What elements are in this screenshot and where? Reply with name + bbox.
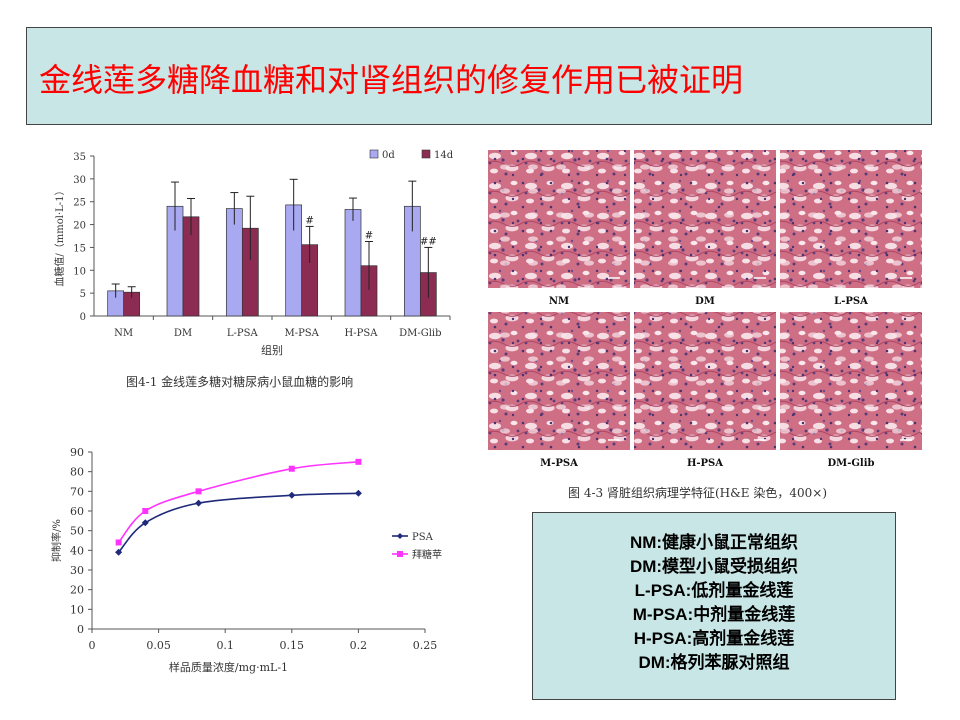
line-point-psa — [288, 491, 296, 499]
histology-panel-dm — [634, 150, 776, 288]
histology-label-nm: NM — [549, 296, 569, 307]
bar-y-tick-label: 5 — [80, 289, 86, 300]
histology-label-dm-glib: DM-Glib — [827, 458, 874, 469]
line-y-tick-label: 50 — [70, 525, 84, 538]
line-y-tick-label: 10 — [70, 603, 84, 616]
bar-x-tick-label: DM-Glib — [399, 328, 441, 339]
histology-label-m-psa: M-PSA — [540, 458, 578, 469]
histology-panel-dm-glib — [780, 312, 922, 450]
abbreviation-legend-box: NM:健康小鼠正常组织 DM:模型小鼠受损组织 L-PSA:低剂量金线莲 M-P… — [532, 512, 896, 700]
bar-chart: 0 5 10 15 20 25 30 35 NM DM L-PSA M-PSA H-PSA DM-Glib… — [53, 149, 454, 389]
line-y-tick-label: 20 — [70, 584, 84, 597]
line-point-psa — [115, 548, 123, 556]
line-x-tick-label: 0.2 — [350, 639, 368, 652]
legend-line-l-psa: L-PSA:低剂量金线莲 — [634, 581, 794, 600]
bar-y-tick-label: 10 — [73, 266, 86, 277]
line-point-ref — [115, 539, 122, 546]
bar-y-tick-label: 35 — [73, 152, 86, 163]
legend-line-dm-glib: DM:格列苯脲对照组 — [638, 653, 790, 672]
line-x-axis-label: 样品质量浓度/mg·mL-1 — [169, 660, 288, 674]
significance-mark: ## — [420, 236, 437, 247]
line-legend-marker-psa — [397, 533, 403, 539]
bar-x-tick-label: L-PSA — [227, 328, 259, 339]
histology-texture — [634, 312, 776, 450]
line-legend-marker-ref — [397, 551, 403, 557]
bar-legend-swatch-0d — [369, 149, 379, 159]
line-legend-label-1: 拜糖苹 — [412, 548, 442, 561]
bar-x-tick-label: NM — [114, 328, 133, 339]
histology-panel-m-psa — [488, 312, 630, 450]
line-y-tick-label: 90 — [70, 446, 84, 459]
bar-y-tick-label: 30 — [73, 175, 86, 186]
bar-y-tick-label: 0 — [80, 312, 86, 323]
histology-caption: 图 4-3 肾脏组织病理学特征(H&E 染色，400×) — [568, 485, 827, 500]
legend-line-h-psa: H-PSA:高剂量金线莲 — [633, 629, 795, 648]
histology-labels: NM DM L-PSA M-PSA H-PSA DM-Glib — [540, 296, 874, 469]
histology-label-l-psa: L-PSA — [834, 296, 868, 307]
line-point-psa — [141, 519, 149, 527]
line-y-tick-label: 80 — [70, 466, 84, 479]
histology-texture — [488, 312, 630, 450]
significance-mark: # — [365, 230, 373, 241]
bar-y-axis-label: 血糖值/（mmol·L-1） — [53, 185, 66, 286]
title-box: 金线莲多糖降血糖和对肾组织的修复作用已被证明 — [26, 27, 932, 125]
line-y-tick-label: 60 — [70, 505, 84, 518]
line-x-tick-label: 0.25 — [413, 639, 438, 652]
histology-label-h-psa: H-PSA — [687, 458, 723, 469]
histology-panels — [488, 150, 922, 450]
bar-y-tick-label: 20 — [73, 221, 86, 232]
histology-texture — [780, 312, 922, 450]
line-point-psa — [195, 499, 203, 507]
histology-texture — [634, 150, 776, 288]
line-x-tick-label: 0.1 — [216, 639, 234, 652]
line-point-ref — [142, 508, 149, 514]
significance-mark: # — [305, 215, 313, 226]
bar-x-axis-label: 组别 — [261, 343, 283, 357]
histology-figure: NM DM L-PSA M-PSA H-PSA DM-Glib 图 4-3 肾脏组织病理学… — [488, 150, 922, 500]
bar-x-tick-label: DM — [174, 328, 192, 339]
line-point-ref — [288, 465, 295, 472]
line-point-ref — [355, 458, 362, 465]
bar-0d-L-PSA — [225, 208, 243, 317]
line-legend-label-0: PSA — [412, 532, 434, 543]
bar-legend-swatch-14d — [421, 149, 431, 159]
line-x-tick-label: 0.05 — [146, 639, 171, 652]
line-y-axis-label: 抑制率/% — [50, 519, 63, 562]
bar-x-tick-label: H-PSA — [345, 328, 379, 339]
legend-line-dm: DM:模型小鼠受损组织 — [629, 557, 799, 576]
bar-legend-label-0d: 0d — [382, 150, 395, 161]
histology-label-dm: DM — [695, 296, 715, 307]
bar-y-tick-label: 25 — [73, 198, 86, 209]
bar-chart-caption: 图4-1 金线莲多糖对糖尿病小鼠血糖的影响 — [126, 374, 353, 389]
line-point-psa — [354, 489, 362, 497]
line-y-tick-label: 70 — [70, 485, 84, 498]
line-series-0 — [118, 492, 359, 553]
line-y-tick-label: 0 — [77, 623, 84, 636]
line-chart: 0 10 20 30 40 50 60 70 80 90 0 0.05 0.1 0.15 0.2 0.25 PS… — [50, 446, 442, 674]
histology-texture — [488, 150, 630, 288]
bar-y-tick-label: 15 — [73, 243, 86, 254]
bar-legend-label-14d: 14d — [434, 150, 454, 161]
line-y-tick-label: 40 — [70, 544, 84, 557]
bar-0d-H-PSA — [344, 209, 362, 317]
legend-line-nm: NM:健康小鼠正常组织 — [629, 533, 799, 552]
line-x-tick-label: 0 — [89, 639, 96, 652]
histology-panel-nm — [488, 150, 630, 288]
line-x-tick-label: 0.15 — [280, 639, 305, 652]
line-series-1 — [118, 461, 359, 543]
histology-panel-l-psa — [780, 150, 922, 288]
line-y-tick-label: 30 — [70, 564, 84, 577]
bar-x-tick-label: M-PSA — [284, 328, 319, 339]
histology-panel-h-psa — [634, 312, 776, 450]
slide-title: 金线莲多糖降血糖和对肾组织的修复作用已被证明 — [39, 61, 744, 99]
line-point-ref — [195, 488, 202, 495]
legend-line-m-psa: M-PSA:中剂量金线莲 — [632, 605, 796, 624]
histology-texture — [780, 150, 922, 288]
